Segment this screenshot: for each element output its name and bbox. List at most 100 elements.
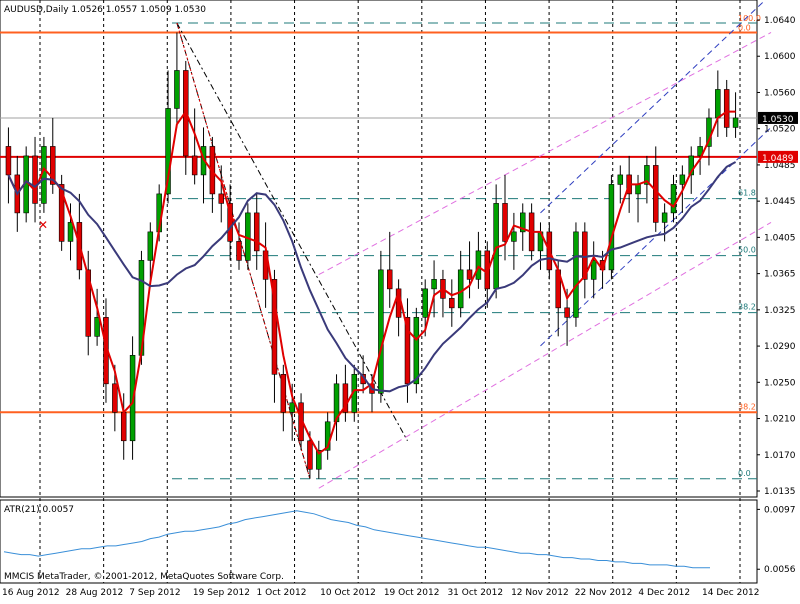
key-level-tag: [758, 150, 798, 163]
candle: [67, 222, 74, 242]
candle: [644, 165, 650, 185]
candle: [688, 155, 694, 176]
current-price-label: 1.0530: [762, 115, 794, 125]
price-tick-label: 1.0325: [764, 306, 796, 316]
price-tick-label: 1.0520: [764, 125, 796, 135]
price-tick-label: 1.0250: [764, 378, 796, 388]
candle: [413, 317, 420, 385]
candle: [661, 212, 668, 223]
candle: [50, 146, 56, 185]
candle: [307, 440, 313, 470]
price-tick-label: 1.0405: [764, 233, 796, 243]
moving-averages: [7, 109, 737, 455]
candle: [404, 317, 411, 385]
candle: [94, 317, 100, 337]
fib-anchor-line: [176, 22, 311, 479]
candle: [386, 269, 393, 290]
candle: [85, 269, 91, 337]
sell-marker-icon: ✕: [38, 218, 48, 232]
date-tick-label: 4 Dec 2012: [638, 588, 690, 598]
fib-label: 38.2: [738, 303, 756, 312]
date-tick-label: 16 Aug 2012: [2, 588, 60, 598]
date-tick-label: 14 Dec 2012: [702, 588, 760, 598]
candle: [431, 279, 437, 290]
price-tick-label: 1.0290: [764, 342, 796, 352]
price-tick-label: 1.0640: [764, 16, 796, 26]
fib-label: 50.0: [738, 246, 756, 255]
date-tick-label: 28 Aug 2012: [66, 588, 124, 598]
candle: [120, 411, 127, 442]
candle: [608, 184, 615, 271]
candle: [191, 155, 198, 176]
fast-ma-line: [7, 109, 736, 455]
candle: [449, 298, 455, 309]
atr-panel-frame: [0, 499, 758, 584]
candle: [58, 184, 65, 242]
price-axis: 1.0640 1.0600 1.0560 1.0520 1.0485 1.0445 1.04…: [757, 16, 798, 497]
inner-channel-upper: [540, 0, 766, 214]
date-tick-label: 19 Sep 2012: [193, 588, 250, 598]
candle: [635, 184, 641, 195]
candle: [112, 383, 118, 413]
candles-group: [5, 32, 739, 479]
candle: [227, 203, 233, 242]
candle: [723, 89, 730, 128]
slow-ma-line: [7, 161, 737, 393]
date-tick-label: 19 Oct 2012: [384, 588, 440, 598]
candle: [32, 155, 38, 204]
candle: [697, 146, 703, 157]
atr-title: ATR(21) 0.0057: [4, 505, 74, 515]
fib-label: 61.8: [738, 189, 756, 198]
price-tick-label: 1.0170: [764, 451, 796, 461]
chart-title: AUDUSD,Daily 1.0526 1.0557 1.0509 1.0530: [4, 5, 206, 15]
price-tick-label: 1.0445: [764, 197, 796, 207]
atr-tick-label: 0.0056: [764, 565, 796, 575]
fib-label: 100.0: [738, 14, 761, 23]
price-tick-label: 1.0135: [764, 487, 796, 497]
candle: [236, 241, 242, 261]
candle: [218, 193, 224, 204]
current-price-tag: [758, 111, 798, 124]
candle: [174, 70, 180, 109]
candle: [502, 203, 508, 242]
candle: [475, 250, 482, 280]
price-tick-label: 1.0600: [764, 52, 796, 62]
candle: [732, 117, 739, 128]
candle: [520, 212, 526, 233]
price-tick-label: 1.0365: [764, 270, 796, 280]
candle: [253, 212, 260, 252]
time-axis: 16 Aug 2012 28 Aug 2012 7 Sep 2012 19 Sep 2…: [2, 588, 760, 598]
candle: [280, 374, 287, 413]
candle: [342, 383, 349, 413]
candle: [573, 231, 579, 318]
date-tick-label: 7 Sep 2012: [129, 588, 180, 598]
trend-lines[interactable]: [176, 0, 772, 489]
candle: [422, 288, 428, 318]
down-channel-line: [176, 22, 408, 442]
date-tick-label: 10 Oct 2012: [320, 588, 376, 598]
fib-label: 0.0: [738, 23, 751, 32]
candle: [564, 307, 570, 318]
atr-line-group: 0.0097 0.0056: [3, 505, 796, 575]
candle: [316, 449, 322, 470]
candle: [617, 174, 624, 185]
candle: [271, 279, 278, 375]
up-channel-lower: [318, 221, 772, 489]
candle: [511, 231, 517, 242]
vertical-grid: [39, 0, 741, 583]
fib-retrace-line: [176, 22, 311, 479]
candle: [289, 402, 295, 413]
candle: [670, 184, 677, 214]
candle: [5, 146, 12, 176]
candle: [715, 89, 721, 119]
fib-label: 0.0: [738, 469, 751, 478]
copyright-text: MMCIS MetaTrader, © 2001-2012, MetaQuote…: [4, 572, 284, 582]
price-tick-label: 1.0485: [764, 161, 796, 171]
atr-tick-label: 0.0097: [764, 505, 796, 515]
price-tick-label: 1.0560: [764, 88, 796, 98]
candle: [679, 174, 686, 185]
candle: [466, 269, 473, 280]
date-tick-label: 1 Oct 2012: [257, 588, 307, 598]
